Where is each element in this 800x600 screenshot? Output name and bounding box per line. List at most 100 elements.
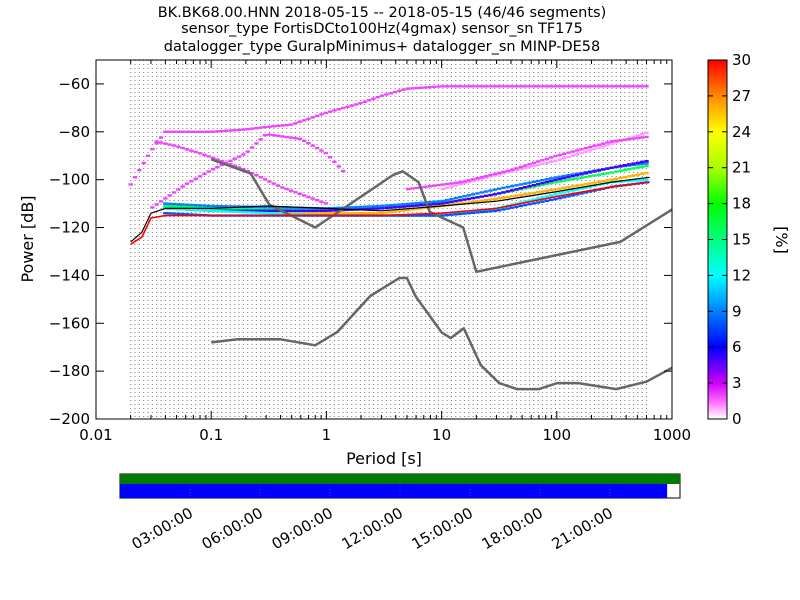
psd-histogram-cell bbox=[614, 85, 619, 88]
psd-histogram-cell bbox=[323, 209, 328, 212]
psd-histogram-cell bbox=[522, 164, 528, 167]
psd-histogram-cell bbox=[280, 212, 285, 215]
psd-histogram-cell bbox=[358, 102, 363, 105]
psd-histogram-cell bbox=[601, 179, 606, 183]
psd-histogram-cell bbox=[601, 168, 606, 171]
psd-histogram-cell bbox=[301, 119, 307, 122]
psd-histogram-cell bbox=[288, 212, 294, 216]
psd-histogram-cell bbox=[475, 192, 480, 195]
psd-histogram-cell bbox=[492, 193, 497, 196]
psd-histogram-cell bbox=[297, 192, 302, 196]
coverage-time-label: 21:00:00 bbox=[549, 504, 616, 553]
psd-histogram-cell bbox=[180, 203, 185, 206]
psd-histogram-cell bbox=[150, 147, 155, 151]
psd-histogram-cell bbox=[483, 176, 489, 179]
psd-histogram-cell bbox=[588, 175, 593, 178]
psd-histogram-cell bbox=[371, 211, 376, 215]
psd-histogram-cell bbox=[349, 206, 354, 209]
psd-histogram-cell bbox=[566, 155, 571, 159]
psd-histogram-cell bbox=[609, 85, 615, 88]
psd-histogram-cell bbox=[475, 178, 480, 182]
psd-histogram-cell bbox=[483, 198, 489, 202]
psd-histogram-cell bbox=[475, 211, 480, 214]
psd-histogram-cell bbox=[258, 211, 263, 215]
psd-histogram-cell bbox=[627, 137, 632, 141]
psd-histogram-cell bbox=[384, 204, 389, 207]
psd-histogram-cell bbox=[323, 151, 328, 155]
psd-histogram-cell bbox=[470, 210, 476, 213]
psd-histogram-cell bbox=[535, 163, 541, 167]
psd-histogram-cell bbox=[644, 85, 649, 88]
psd-histogram-cell bbox=[262, 178, 268, 181]
psd-histogram-cell bbox=[193, 177, 198, 181]
psd-histogram-cell bbox=[241, 207, 246, 211]
psd-histogram-cell bbox=[635, 85, 641, 88]
psd-histogram-cell bbox=[596, 169, 602, 172]
psd-histogram-cell bbox=[288, 209, 294, 212]
psd-histogram-cell bbox=[518, 193, 523, 197]
psd-histogram-cell bbox=[414, 186, 419, 190]
psd-histogram-cell bbox=[193, 213, 198, 216]
psd-histogram-cell bbox=[332, 109, 337, 112]
psd-histogram-cell bbox=[596, 146, 602, 149]
psd-histogram-cell bbox=[388, 210, 393, 214]
colorbar-tick-label: 27 bbox=[732, 87, 751, 105]
psd-histogram-cell bbox=[462, 201, 467, 205]
psd-histogram-cell bbox=[601, 172, 606, 176]
psd-histogram-cell bbox=[163, 142, 168, 145]
psd-histogram-cell bbox=[505, 170, 510, 174]
psd-histogram-cell bbox=[579, 148, 584, 151]
colorbar-tick-label: 30 bbox=[732, 51, 751, 69]
psd-histogram-cell bbox=[492, 188, 497, 191]
psd-histogram-cell bbox=[327, 211, 333, 215]
psd-histogram-cell bbox=[414, 214, 419, 217]
psd-histogram-cell bbox=[622, 175, 628, 179]
psd-histogram-cell bbox=[154, 142, 159, 145]
psd-histogram-cell bbox=[501, 208, 506, 211]
psd-histogram-cell bbox=[158, 136, 164, 139]
psd-histogram-cell bbox=[531, 85, 536, 88]
psd-histogram-cell bbox=[336, 165, 341, 168]
psd-histogram-cell bbox=[574, 177, 580, 180]
psd-histogram-cell bbox=[371, 205, 376, 208]
colorbar: 0 3 6 9 12 15 18 21 24 27 30 [%] bbox=[707, 51, 791, 428]
psd-histogram-cell bbox=[366, 205, 372, 208]
psd-histogram-cell bbox=[431, 200, 437, 204]
psd-histogram-cell bbox=[267, 133, 272, 136]
psd-histogram-cell bbox=[436, 183, 441, 187]
psd-histogram-cell bbox=[189, 180, 194, 183]
psd-histogram-cell bbox=[592, 144, 597, 148]
psd-histogram-cell bbox=[579, 183, 584, 187]
psd-histogram-cell bbox=[496, 209, 502, 212]
title-line-1: BK.BK68.00.HNN 2018-05-15 -- 2018-05-15 … bbox=[158, 5, 607, 21]
colorbar-tick-label: 9 bbox=[732, 302, 742, 320]
psd-histogram-cell bbox=[548, 198, 554, 202]
psd-histogram-cell bbox=[275, 209, 281, 212]
psd-histogram-cell bbox=[588, 149, 593, 152]
psd-histogram-cell bbox=[553, 178, 558, 182]
psd-histogram-cell bbox=[228, 207, 233, 210]
psd-histogram-cell bbox=[514, 85, 519, 88]
psd-histogram-cell bbox=[349, 211, 354, 215]
y-tick-label: −180 bbox=[49, 362, 90, 380]
psd-histogram-cell bbox=[544, 195, 549, 198]
psd-histogram-cell bbox=[171, 191, 177, 194]
psd-histogram-cell bbox=[492, 197, 497, 201]
psd-histogram-cell bbox=[431, 184, 437, 187]
colorbar-tick-label: 12 bbox=[732, 266, 751, 284]
psd-histogram-cell bbox=[306, 117, 311, 121]
psd-histogram-cell bbox=[535, 160, 541, 163]
psd-histogram-cell bbox=[249, 171, 255, 175]
psd-histogram-cell bbox=[561, 179, 567, 182]
psd-histogram-cell bbox=[605, 172, 610, 175]
colorbar-tick-label: 6 bbox=[732, 338, 742, 356]
psd-histogram-cell bbox=[609, 166, 615, 169]
psd-histogram-cell bbox=[288, 211, 294, 214]
psd-histogram-cell bbox=[462, 85, 467, 88]
psd-histogram-cell bbox=[505, 185, 510, 189]
psd-histogram-cell bbox=[284, 187, 289, 191]
psd-histogram-cell bbox=[509, 85, 515, 88]
coverage-time-label: 03:00:00 bbox=[129, 504, 196, 553]
psd-histogram-cell bbox=[184, 213, 190, 216]
psd-histogram-cell bbox=[631, 135, 636, 139]
